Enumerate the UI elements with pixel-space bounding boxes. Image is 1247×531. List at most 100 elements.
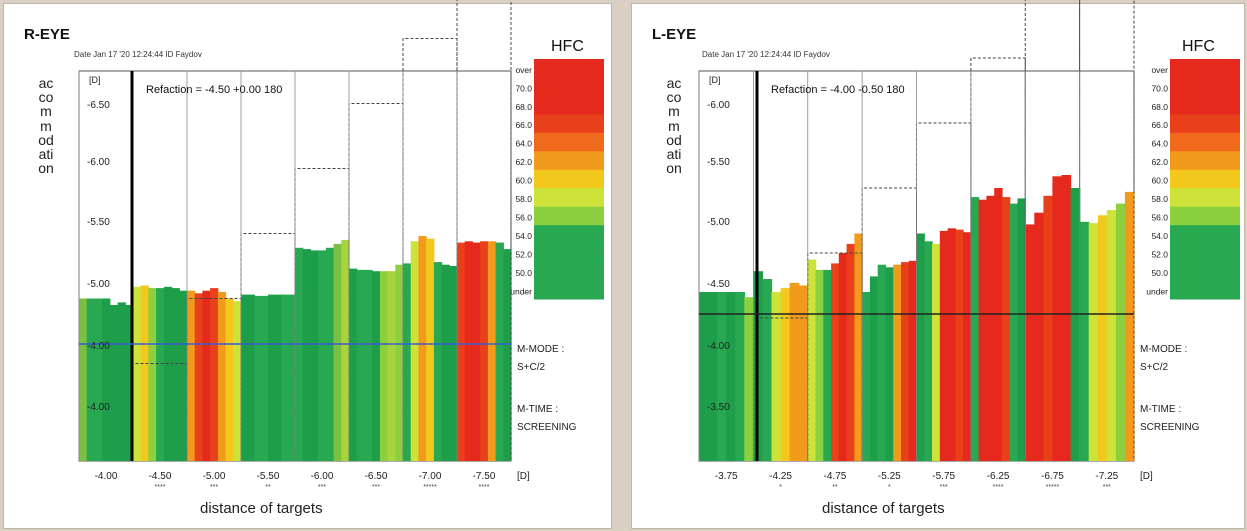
bar	[241, 294, 256, 461]
bar	[699, 292, 709, 461]
bar	[1034, 212, 1044, 461]
legend-label: under	[1146, 286, 1168, 296]
y-tick-label: -4.00	[707, 341, 730, 352]
bar	[187, 290, 196, 461]
x-tick-stars: *****	[423, 484, 437, 491]
bar	[379, 271, 389, 461]
y-tick-label: -6.50	[87, 100, 110, 111]
y-tick-label: -5.50	[87, 217, 110, 228]
bar	[495, 242, 504, 461]
legend-swatch	[1170, 151, 1240, 171]
mode-text: SCREENING	[1140, 422, 1200, 433]
x-unit-label: [D]	[1140, 471, 1153, 482]
x-tick-label: -7.50	[473, 471, 496, 482]
bar	[163, 286, 173, 461]
legend-swatch	[534, 243, 604, 263]
x-tick-stars: ***	[1103, 484, 1111, 491]
x-tick-stars: *****	[1046, 484, 1060, 491]
bar	[1106, 210, 1117, 461]
y-tick-label: -4.50	[707, 279, 730, 290]
bar	[349, 268, 358, 461]
bar	[854, 233, 863, 461]
y-tick-label: -4.00	[87, 341, 110, 352]
bar	[838, 253, 848, 461]
legend-swatch	[534, 169, 604, 189]
bar	[780, 288, 791, 461]
bar	[117, 302, 126, 461]
legend-label: 56.0	[515, 213, 532, 223]
bar	[156, 288, 165, 461]
x-tick-label: -5.25	[878, 471, 901, 482]
legend-label: 68.0	[515, 102, 532, 112]
bar	[1061, 175, 1072, 461]
x-tick-stars: ****	[155, 484, 166, 491]
bar	[140, 285, 149, 461]
bar	[194, 293, 203, 461]
bar	[1009, 203, 1019, 461]
bar	[310, 250, 319, 461]
y-tick-label: -3.50	[707, 402, 730, 413]
legend-title: HFC	[551, 38, 584, 55]
y-tick-label: -6.00	[707, 100, 730, 111]
bar	[924, 241, 933, 461]
bar	[449, 266, 458, 461]
bar	[254, 295, 269, 461]
bar	[202, 290, 211, 461]
mode-text: M-MODE :	[1140, 344, 1187, 355]
bar	[916, 233, 925, 461]
bar	[225, 298, 234, 461]
legend-label: 58.0	[515, 194, 532, 204]
legend-label: 50.0	[1151, 268, 1168, 278]
meta-text: Date Jan 17 '20 12:24:44 ID Faydov	[702, 50, 830, 59]
bar	[395, 264, 404, 461]
y-axis-label: accommodation	[38, 75, 54, 177]
bar	[210, 288, 219, 461]
bar	[885, 267, 894, 461]
legend-label: 70.0	[1151, 83, 1168, 93]
bar	[846, 243, 855, 461]
bar	[1025, 224, 1035, 461]
legend-swatch	[1170, 95, 1240, 115]
bar	[877, 264, 887, 461]
legend-label: 68.0	[1151, 102, 1168, 112]
bar	[1088, 223, 1099, 461]
legend-label: 66.0	[515, 120, 532, 130]
bar	[932, 243, 941, 461]
x-tick-stars: ***	[940, 484, 948, 491]
legend-swatch	[1170, 225, 1240, 245]
bar	[148, 288, 157, 461]
legend-label: 66.0	[1151, 120, 1168, 130]
legend-label: over	[515, 65, 532, 75]
bar	[862, 292, 871, 461]
bar	[472, 242, 481, 461]
bar	[109, 305, 119, 461]
refraction-text: Refaction = -4.50 +0.00 180	[146, 84, 282, 96]
bar	[464, 241, 473, 461]
bar	[798, 285, 809, 461]
bar	[372, 271, 381, 461]
y-unit-label: [D]	[709, 75, 721, 85]
bar	[807, 259, 817, 461]
bar	[947, 228, 956, 461]
bar	[341, 240, 350, 461]
bar	[1001, 197, 1011, 461]
y-unit-label: [D]	[89, 75, 101, 85]
legend-swatch	[1170, 59, 1240, 78]
legend-swatch	[1170, 188, 1240, 208]
legend-label: 52.0	[1151, 250, 1168, 260]
bar	[487, 241, 497, 461]
x-tick-label: -6.50	[365, 471, 388, 482]
x-tick-stars: ***	[372, 484, 380, 491]
chart-title: R-EYE	[24, 26, 70, 43]
legend-swatch	[1170, 114, 1240, 134]
bar	[893, 264, 902, 461]
bar	[762, 279, 773, 461]
bar	[302, 249, 311, 461]
y-tick-label: -5.00	[87, 279, 110, 290]
bar	[133, 286, 142, 461]
legend-swatch	[534, 114, 604, 134]
legend-swatch	[1170, 132, 1240, 152]
bar	[1070, 188, 1081, 461]
x-tick-stars: ***	[318, 484, 326, 491]
bar	[356, 269, 365, 461]
